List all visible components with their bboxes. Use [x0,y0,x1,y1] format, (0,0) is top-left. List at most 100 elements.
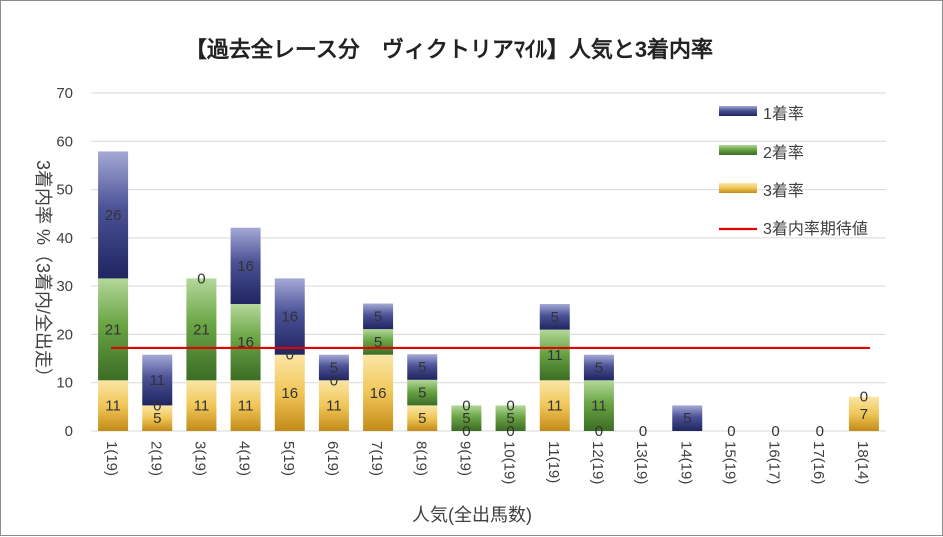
bar-segment [451,405,482,431]
data-label: 0 [595,423,603,440]
data-label: 5 [374,334,382,351]
bar-segment [539,329,570,381]
bar-segment [539,304,570,330]
x-tick-label: 17(16) [810,441,827,484]
x-tick-label: 5(19) [280,441,297,476]
data-label: 16 [281,309,298,326]
data-label: 5 [418,410,426,427]
data-label: 5 [595,360,603,377]
y-tick-label: 60 [56,133,73,150]
data-label: 0 [639,423,647,440]
bar-series [98,151,879,431]
x-tick-label: 7(19) [368,441,385,476]
data-label: 0 [462,397,470,414]
data-label: 5 [330,360,338,377]
data-label: 11 [547,347,563,364]
data-label: 5 [506,410,514,427]
x-tick-label: 18(14) [854,441,871,484]
y-tick-label: 20 [56,326,73,343]
data-label: 11 [194,398,210,415]
legend-swatch [719,145,757,155]
data-label: 26 [105,207,122,224]
data-label: 0 [506,423,514,440]
data-label: 5 [374,308,382,325]
data-label: 5 [153,410,161,427]
bar-segment [142,405,173,431]
bar-segment [98,380,129,431]
x-tick-label: 6(19) [324,441,341,476]
legend-label: 2着率 [763,144,804,162]
data-label: 21 [193,321,210,338]
x-tick-label: 1(19) [103,441,120,476]
bar-segment [318,380,349,431]
x-tick-label: 10(19) [501,441,518,484]
legend-swatch [719,183,757,193]
data-label: 16 [370,385,387,402]
x-tick-label: 16(17) [766,441,783,484]
bar-segment [583,354,614,381]
x-tick-label: 9(19) [456,441,473,476]
data-label: 5 [418,385,426,402]
bar-segment [363,354,394,431]
y-tick-label: 70 [56,85,73,102]
x-tick-label: 12(19) [589,441,606,484]
legend-label: 3着内率期待値 [763,220,868,238]
x-tick-label: 14(19) [677,441,694,484]
bar-segment [142,354,173,406]
data-label: 0 [771,423,779,440]
legend-label: 1着率 [763,105,804,123]
bar-segment [407,354,438,380]
bar-segment [363,329,394,355]
bar-segment [230,227,261,305]
data-label: 0 [727,423,735,440]
y-axis-label: 3着内率 %（3着内/全出走） [33,160,53,386]
x-tick-labels: 1(19) 2(19) 3(19) 4(19) 5(19) 6(19) 7(19) 8(19)… [103,441,871,484]
data-label: 0 [816,423,824,440]
data-labels: 1121265011112101116161601611051655555050… [105,207,868,440]
bar-segment [407,405,438,431]
legend: 1着率 2着率 3着率 3着内率期待値 [719,105,868,238]
x-tick-label: 3(19) [191,441,208,476]
data-label: 16 [281,385,298,402]
data-label: 0 [153,397,161,414]
data-label: 0 [197,270,205,287]
bar-segment [583,380,614,431]
y-tick-label: 0 [65,423,73,440]
data-label: 11 [591,398,607,415]
bar-segment [495,405,526,431]
x-tick-label: 8(19) [412,441,429,476]
x-tick-label: 15(19) [721,441,738,484]
data-label: 0 [286,347,294,364]
data-label: 0 [860,389,868,406]
bar-segment [98,151,129,279]
bar-segment [230,304,261,381]
bar-segment [98,278,129,381]
data-label: 5 [551,309,559,326]
data-label: 0 [506,397,514,414]
x-tick-label: 13(19) [633,441,650,484]
data-label: 5 [683,410,691,427]
x-tick-label: 2(19) [147,441,164,476]
data-label: 16 [237,258,254,275]
data-label: 0 [330,372,338,389]
data-label: 11 [105,398,121,415]
y-tick-label: 30 [56,278,73,295]
data-label: 11 [547,398,563,415]
y-tick-label: 50 [56,182,73,199]
bar-segment [848,396,879,431]
bar-segment [230,380,261,431]
data-label: 11 [326,398,342,415]
bar-segment [539,380,570,431]
data-label: 5 [418,359,426,376]
gridlines [91,92,886,432]
data-label: 5 [462,410,470,427]
x-tick-label: 11(19) [545,441,562,483]
data-label: 11 [149,372,165,389]
x-tick-label: 4(19) [236,441,253,476]
bar-segment [186,380,217,431]
bar-segment [407,379,438,406]
bar-segment [186,278,217,381]
y-tick-label: 10 [56,375,73,392]
